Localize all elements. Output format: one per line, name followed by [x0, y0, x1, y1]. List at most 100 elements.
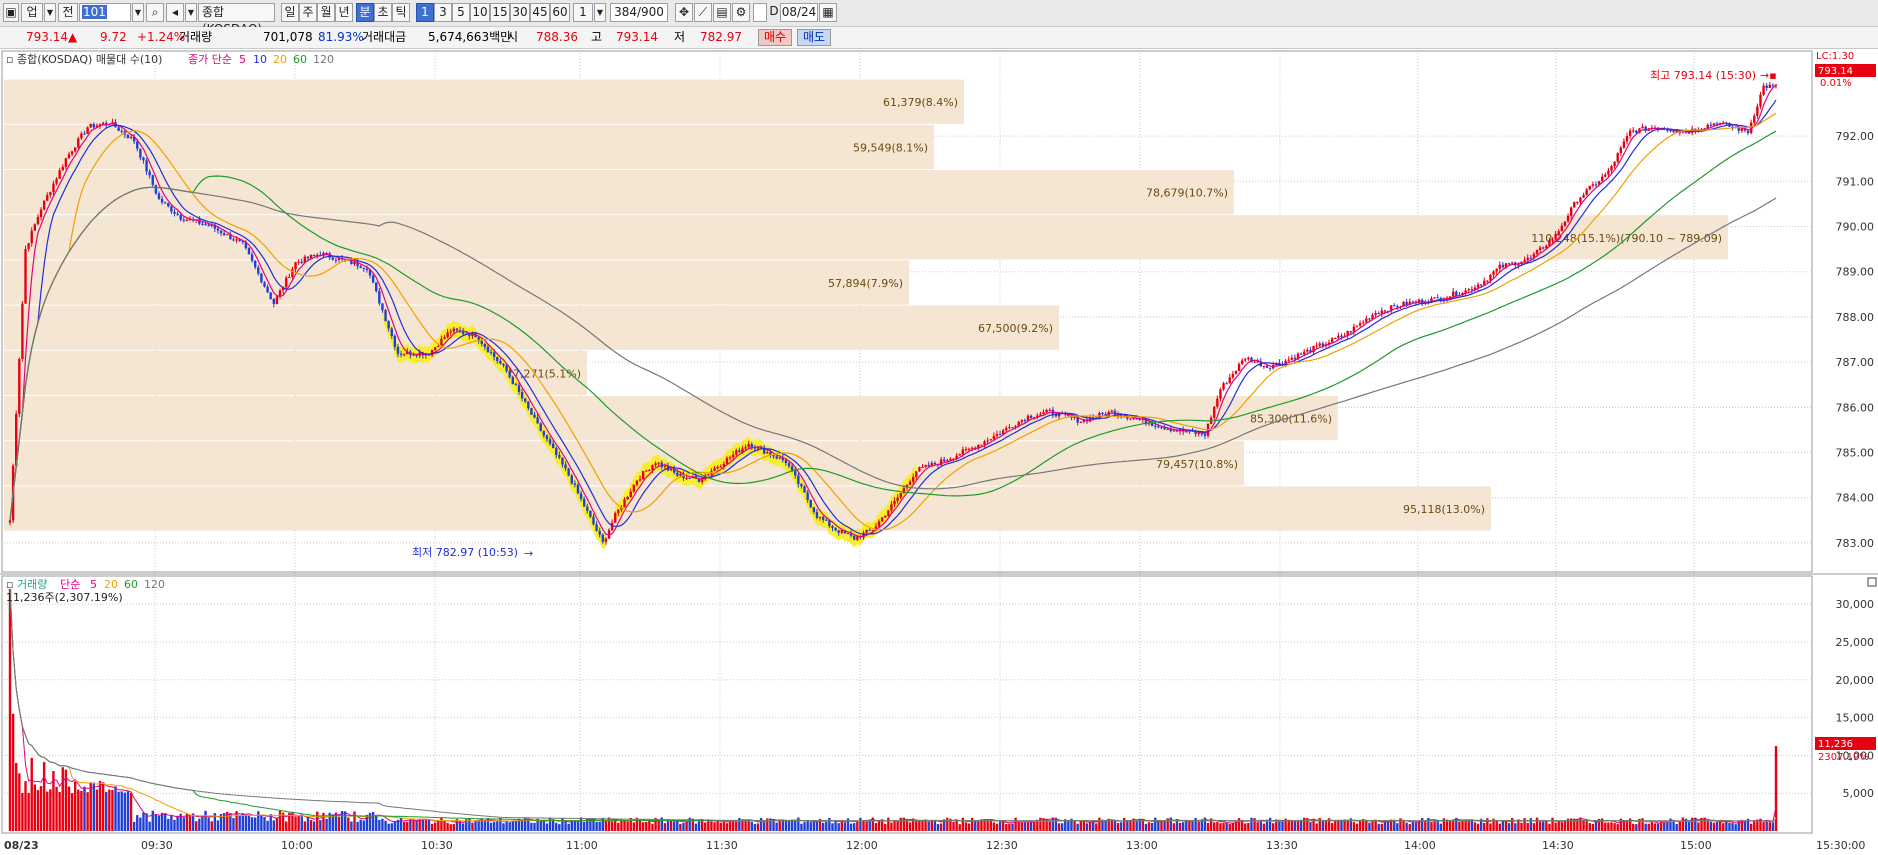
interval-60[interactable]: 60	[550, 3, 570, 22]
candle-body	[281, 287, 285, 291]
price-tick-label: 788.00	[1836, 311, 1875, 324]
interval-1[interactable]: 1	[416, 3, 434, 22]
volume-bar	[1045, 819, 1048, 831]
vma5-legend: 5	[90, 578, 97, 591]
period-month[interactable]: 월	[317, 3, 335, 22]
candle-body	[517, 385, 521, 392]
save-icon[interactable]: ▤	[713, 3, 731, 22]
speaker-dropdown-icon[interactable]: ▼	[185, 3, 197, 22]
code-dropdown-icon[interactable]: ▼	[132, 3, 144, 22]
date-checkbox[interactable]	[753, 3, 767, 22]
volume-bar	[1684, 818, 1688, 831]
candle-body	[1222, 383, 1225, 390]
trendline-icon[interactable]: ⟋	[694, 3, 712, 22]
candle-body	[452, 328, 456, 332]
volume-bar	[887, 817, 890, 831]
candle-body	[415, 354, 418, 356]
candle-body	[1157, 426, 1160, 428]
volume-bar	[1166, 818, 1169, 831]
candle-body	[356, 261, 359, 267]
interval-15[interactable]: 15	[490, 3, 510, 22]
candle-body	[1396, 306, 1399, 308]
interval-input[interactable]: 1	[573, 3, 593, 22]
volume-bar	[1501, 820, 1505, 831]
volume-bar	[1272, 823, 1275, 831]
candle-body	[1492, 271, 1495, 275]
volume-bar	[660, 817, 663, 831]
layout-icon[interactable]: ▣	[3, 3, 19, 22]
volume-bar	[986, 819, 989, 831]
view-select[interactable]: 업	[21, 3, 43, 22]
market-select[interactable]: 전	[58, 3, 78, 22]
volume-bar	[831, 823, 834, 831]
candle-body	[1749, 122, 1753, 133]
date-input[interactable]: 08/24	[780, 3, 818, 22]
candle-body	[943, 459, 946, 462]
volume-bar	[877, 821, 881, 831]
candle-body	[483, 343, 487, 347]
volume-bar	[1557, 821, 1560, 831]
buy-button[interactable]: 매수	[758, 29, 792, 46]
volume-bar	[1172, 823, 1176, 831]
ma10-legend: 10	[253, 53, 267, 66]
gear-icon[interactable]: ⚙	[732, 3, 750, 22]
interval-30[interactable]: 30	[510, 3, 530, 22]
volume-bar	[1585, 821, 1588, 831]
candle-body	[1327, 342, 1331, 345]
chart-area[interactable]: 61,379(8.4%)59,549(8.1%)78,679(10.7%)110…	[0, 49, 1878, 855]
count-input[interactable]: 384/900	[610, 3, 668, 22]
interval-dropdown-icon[interactable]: ▼	[594, 3, 606, 22]
volume-bar	[1008, 823, 1011, 831]
volume-bar	[1507, 823, 1511, 831]
period-year[interactable]: 년	[335, 3, 353, 22]
volume-bar	[1076, 823, 1079, 831]
period-tick[interactable]: 틱	[392, 3, 410, 22]
interval-10[interactable]: 10	[470, 3, 490, 22]
volume-legend-marker: ▫	[6, 578, 13, 591]
period-second[interactable]: 초	[374, 3, 392, 22]
candle-body	[1318, 343, 1321, 346]
calendar-icon[interactable]: ▦	[819, 3, 837, 22]
volume-bar	[1393, 819, 1396, 831]
interval-3[interactable]: 3	[434, 3, 452, 22]
volume-bar	[250, 817, 254, 831]
period-week[interactable]: 주	[299, 3, 317, 22]
code-input[interactable]: 101	[79, 3, 131, 22]
crosshair-icon[interactable]: ✥	[675, 3, 693, 22]
candle-body	[117, 127, 120, 131]
volume-bar	[390, 823, 393, 831]
period-day[interactable]: 일	[281, 3, 299, 22]
volume-bar	[1324, 820, 1328, 831]
period-minute[interactable]: 분	[356, 3, 374, 22]
candle-body	[890, 504, 893, 511]
time-tick-label: 14:30	[1542, 839, 1574, 852]
candle-body	[868, 529, 871, 531]
volume-bar	[1725, 821, 1728, 831]
volume-bar	[1529, 818, 1533, 831]
candle-body	[713, 468, 716, 472]
volume-bar	[1104, 821, 1107, 831]
candle-body	[986, 440, 989, 442]
candle-body	[486, 346, 490, 353]
volume-bar	[514, 820, 518, 831]
volume-bar	[1209, 818, 1213, 831]
volume-bar	[281, 812, 285, 831]
volume-bar	[430, 823, 434, 831]
speaker-icon[interactable]: ◂	[166, 3, 184, 22]
candle-body	[269, 292, 272, 300]
candle-body	[163, 202, 167, 204]
volume-bar	[198, 818, 201, 831]
candle-body	[846, 533, 850, 535]
panel-expand-icon[interactable]	[1867, 577, 1877, 587]
interval-5[interactable]: 5	[452, 3, 470, 22]
chevron-down-icon[interactable]: ▼	[44, 3, 56, 22]
volume-bar	[1337, 820, 1340, 831]
candle-body	[36, 217, 40, 225]
search-icon[interactable]: ⌕	[146, 3, 164, 22]
sell-button[interactable]: 매도	[797, 29, 831, 46]
candle-body	[1613, 161, 1616, 167]
volume-bar	[1545, 820, 1548, 831]
volume-bar	[1715, 821, 1719, 831]
interval-45[interactable]: 45	[530, 3, 550, 22]
percent-tag: 0.01%	[1820, 78, 1852, 89]
